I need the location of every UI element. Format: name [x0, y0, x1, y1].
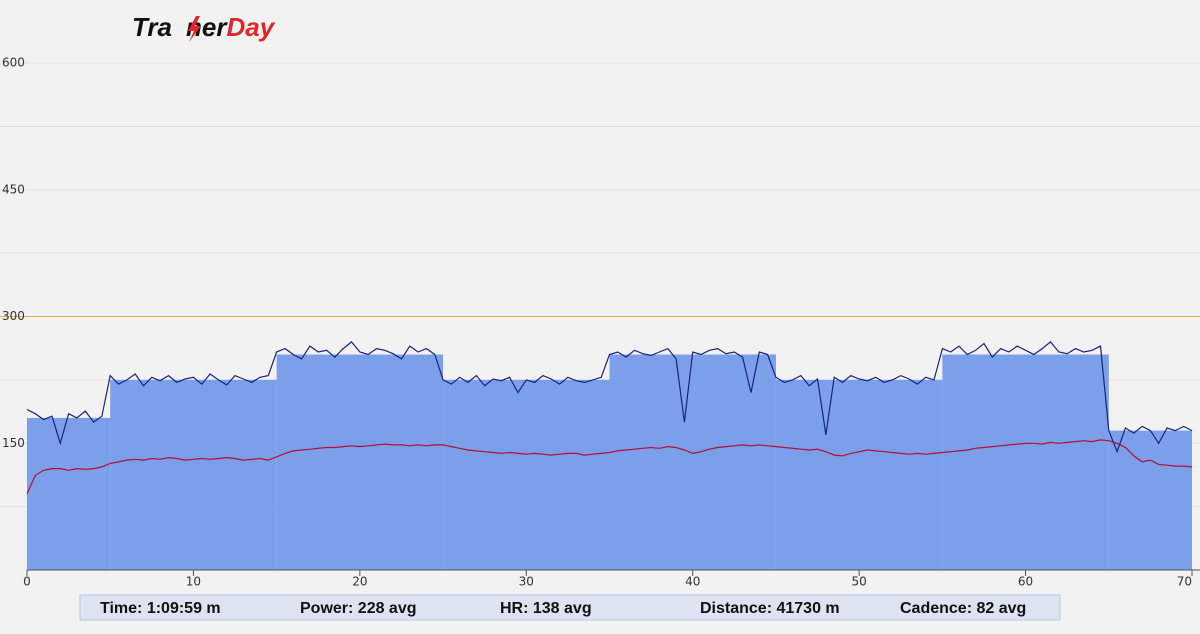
summary-bar [79, 594, 1061, 621]
y-tick-label: 450 [2, 182, 25, 196]
logo-text: Tra nerDay [132, 12, 276, 42]
summary-stat: Distance: 41730 m [700, 600, 840, 617]
logo-part: Tra [132, 12, 172, 42]
x-tick-label: 10 [186, 575, 201, 589]
power-line [26, 341, 1193, 454]
logo-bolt [188, 16, 201, 42]
x-tick-label: 50 [852, 575, 867, 589]
plot [0, 62, 1200, 576]
x-tick-label: 60 [1018, 575, 1033, 589]
y-tick-label: 300 [2, 309, 25, 323]
target-step [609, 354, 776, 570]
x-tick-label: 20 [352, 575, 367, 589]
target-step [276, 354, 444, 570]
x-tick-label: 70 [1177, 575, 1192, 589]
summary-stat: Time: 1:09:59 m [100, 600, 221, 617]
logo-part: Day [226, 12, 275, 42]
target-step [775, 379, 943, 570]
logo: Tra nerDay [132, 12, 276, 42]
y-tick-label: 150 [2, 436, 25, 450]
y-tick-label: 600 [2, 56, 25, 70]
target-step [27, 417, 111, 570]
summary-stat: HR: 138 avg [500, 600, 592, 617]
hr-line [26, 439, 1193, 495]
target-step [110, 379, 277, 570]
target-step [942, 354, 1109, 570]
x-tick-label: 40 [685, 575, 700, 589]
summary-stat: Cadence: 82 avg [900, 600, 1026, 617]
target-step [443, 379, 610, 570]
x-tick-label: 0 [23, 575, 31, 589]
target-step [1108, 430, 1192, 570]
summary-stat: Power: 228 avg [300, 600, 417, 617]
x-tick-label: 30 [519, 575, 534, 589]
